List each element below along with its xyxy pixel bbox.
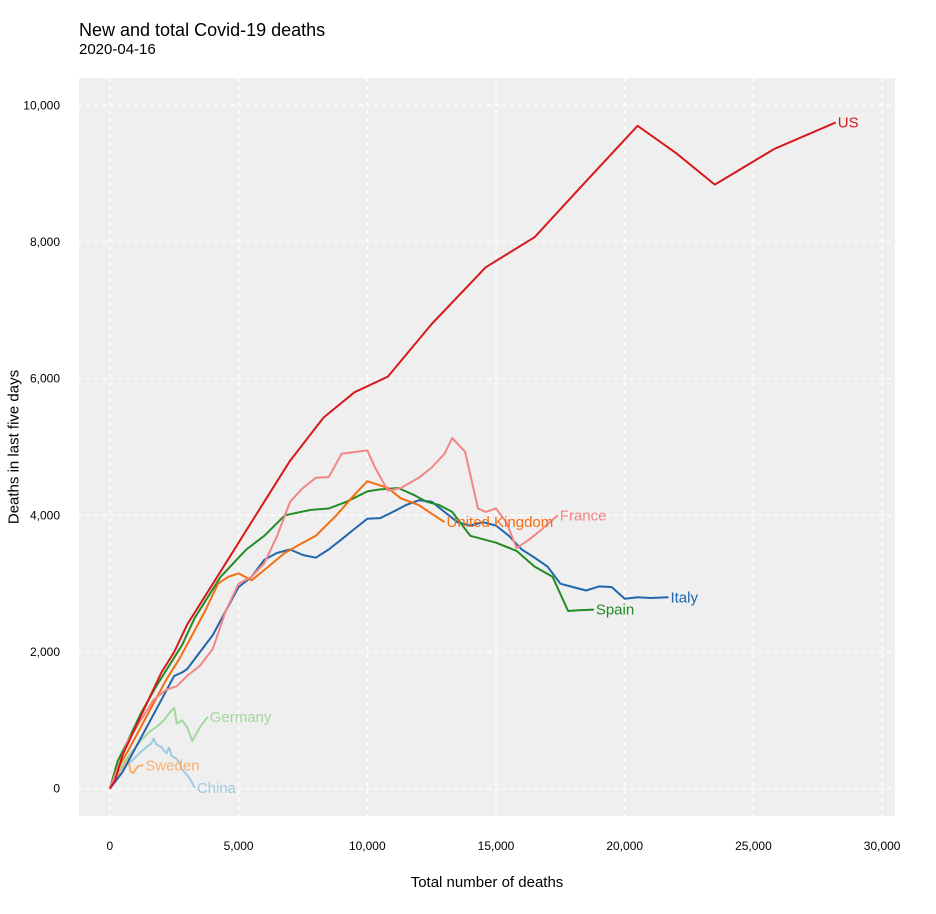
y-axis-label: Deaths in last five days — [5, 369, 23, 525]
y-tick-label: 2,000 — [30, 645, 60, 659]
x-tick-label: 0 — [107, 839, 114, 853]
grid-lines — [79, 78, 895, 816]
y-tick-label: 4,000 — [30, 508, 60, 522]
series-line-united-kingdom — [108, 480, 446, 790]
y-tick-label: 10,000 — [23, 98, 60, 112]
x-axis-label: Total number of deaths — [410, 874, 564, 891]
series-label-sweden: Sweden — [145, 757, 199, 774]
series-line-us — [109, 121, 837, 790]
y-tick-label: 6,000 — [30, 372, 60, 386]
series-lines — [108, 121, 837, 790]
series-label-china: China — [197, 780, 237, 797]
chart-subtitle: 2020-04-16 — [79, 41, 156, 58]
series-label-spain: Spain — [596, 602, 634, 619]
x-tick-label: 15,000 — [478, 839, 515, 853]
series-line-france — [108, 437, 559, 790]
series-label-united-kingdom: United Kingdom — [447, 514, 554, 531]
plot-panel — [79, 78, 895, 816]
y-axis-ticks: 0 2,000 4,000 6,000 8,000 10,000 — [23, 98, 60, 795]
series-label-italy: Italy — [670, 589, 698, 606]
y-tick-label: 8,000 — [30, 235, 60, 249]
series-labels: China Sweden Germany Italy Spain United Kingd… — [145, 114, 858, 797]
x-tick-label: 20,000 — [606, 839, 643, 853]
x-axis-ticks: 0 5,000 10,000 15,000 20,000 25,000 30,000 — [107, 839, 901, 853]
series-line-italy — [109, 499, 669, 790]
x-tick-label: 5,000 — [224, 839, 254, 853]
y-tick-label: 0 — [53, 782, 60, 796]
series-line-spain — [108, 487, 594, 789]
series-label-france: France — [560, 507, 607, 524]
chart-title: New and total Covid-19 deaths — [79, 20, 326, 40]
series-line-germany — [108, 707, 209, 790]
x-tick-label: 25,000 — [735, 839, 772, 853]
x-tick-label: 10,000 — [349, 839, 386, 853]
series-label-us: US — [838, 114, 859, 131]
x-tick-label: 30,000 — [864, 839, 901, 853]
series-label-germany: Germany — [210, 709, 272, 726]
